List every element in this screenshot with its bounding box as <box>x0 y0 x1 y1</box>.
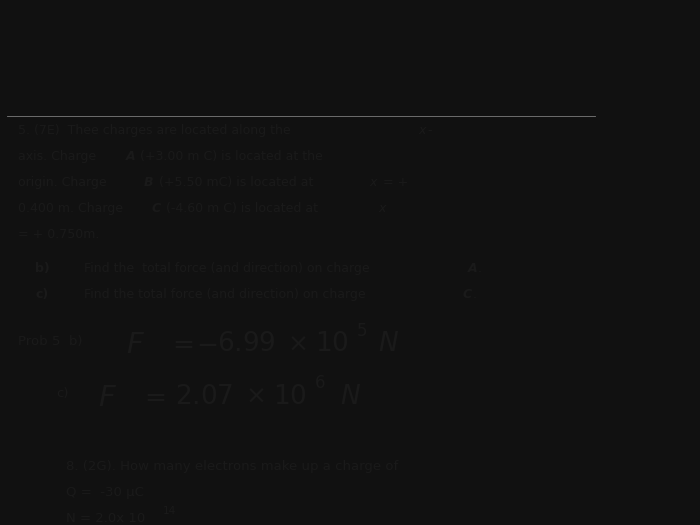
Text: $10$: $10$ <box>315 331 349 358</box>
Text: $N$: $N$ <box>378 331 399 358</box>
Text: $\times$: $\times$ <box>245 384 265 407</box>
Text: $=$: $=$ <box>167 331 193 358</box>
Text: N = 2.0x 10: N = 2.0x 10 <box>66 512 146 525</box>
Text: x: x <box>369 176 377 189</box>
Text: 5: 5 <box>357 322 368 340</box>
Text: C: C <box>151 202 160 215</box>
Text: -: - <box>428 124 432 137</box>
Text: 6: 6 <box>315 374 326 392</box>
Text: $F$: $F$ <box>98 384 117 412</box>
Text: origin. Charge: origin. Charge <box>18 176 110 189</box>
Text: 14: 14 <box>162 506 176 516</box>
Text: b): b) <box>35 262 50 275</box>
Text: $F$: $F$ <box>126 331 145 360</box>
Text: c): c) <box>56 387 69 400</box>
Text: Find the  total force (and direction) on charge: Find the total force (and direction) on … <box>84 262 374 275</box>
Text: $-$: $-$ <box>196 331 217 358</box>
Text: (+3.00 m C) is located at the: (+3.00 m C) is located at the <box>136 150 323 163</box>
Text: $2.07$: $2.07$ <box>175 384 233 410</box>
Text: 8. (2G). How many electrons make up a charge of: 8. (2G). How many electrons make up a ch… <box>66 460 399 473</box>
Text: Find the total force (and direction) on charge: Find the total force (and direction) on … <box>84 288 370 301</box>
Text: A: A <box>126 150 136 163</box>
Text: $=$: $=$ <box>139 384 165 410</box>
Text: x: x <box>418 124 426 137</box>
Text: .: . <box>473 288 477 301</box>
Text: $N$: $N$ <box>340 384 360 410</box>
Text: Prob 5  b): Prob 5 b) <box>18 335 82 348</box>
Text: $10$: $10$ <box>273 384 307 410</box>
Text: 0.400 m. Charge: 0.400 m. Charge <box>18 202 127 215</box>
Text: axis. Charge: axis. Charge <box>18 150 99 163</box>
Text: C: C <box>463 288 472 301</box>
Text: $\times$: $\times$ <box>287 331 307 355</box>
Text: (+5.50 mC) is located at: (+5.50 mC) is located at <box>155 176 317 189</box>
Text: (-4.60 m C) is located at: (-4.60 m C) is located at <box>162 202 326 215</box>
Text: $6.99$: $6.99$ <box>217 331 276 358</box>
Text: A: A <box>468 262 477 275</box>
Text: x: x <box>379 202 386 215</box>
Text: .: . <box>478 262 482 275</box>
Text: B: B <box>144 176 154 189</box>
Text: Q =  -30 μC: Q = -30 μC <box>66 486 144 499</box>
Text: c): c) <box>35 288 48 301</box>
Text: 5. (7E)  Thee charges are located along the: 5. (7E) Thee charges are located along t… <box>18 124 294 137</box>
Text: = + 0.750m.: = + 0.750m. <box>18 228 99 241</box>
Text: = +: = + <box>379 176 408 189</box>
